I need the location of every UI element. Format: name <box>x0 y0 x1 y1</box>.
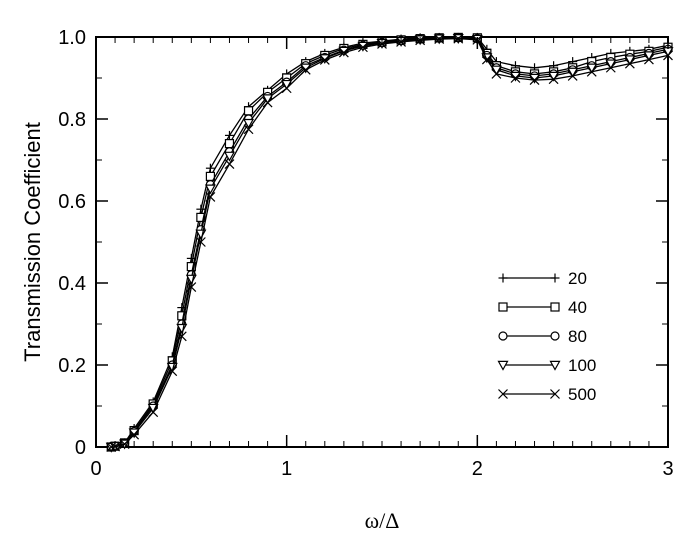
legend-marker <box>498 389 508 399</box>
legend-marker <box>497 360 509 371</box>
data-point-100 <box>643 51 655 62</box>
legend-entry-20: 20 <box>498 269 587 288</box>
legend-marker <box>498 302 508 312</box>
legend-marker <box>498 331 508 341</box>
data-point-500 <box>205 191 216 202</box>
data-point-500 <box>586 66 597 77</box>
legend-entry-40: 40 <box>498 298 587 317</box>
legend-marker <box>550 302 560 312</box>
data-point-500 <box>319 55 330 65</box>
data-point-500 <box>377 39 387 49</box>
data-point-500 <box>224 159 235 170</box>
x-tick-label: 0 <box>90 458 101 480</box>
x-axis-label: ω/Δ <box>365 508 400 533</box>
series-500 <box>106 33 673 452</box>
data-point-100 <box>605 59 617 70</box>
data-point-40 <box>243 106 254 116</box>
data-point-500 <box>167 366 178 377</box>
y-tick-label: 0.6 <box>58 191 86 213</box>
y-tick-label: 1.0 <box>58 27 86 49</box>
data-point-100 <box>567 67 579 78</box>
x-tick-label: 2 <box>472 458 483 480</box>
legend-marker <box>549 360 561 371</box>
legend: 20 40 80 100 500 <box>497 269 596 404</box>
y-axis-label: Transmission Coefficient <box>20 122 45 362</box>
data-point-100 <box>166 362 178 373</box>
data-point-100 <box>223 151 235 162</box>
data-point-500 <box>195 237 206 247</box>
data-point-500 <box>605 62 616 73</box>
data-point-500 <box>186 282 197 293</box>
legend-label: 20 <box>568 269 587 288</box>
data-point-500 <box>644 54 654 65</box>
legend-entry-500: 500 <box>498 385 596 404</box>
data-point-100 <box>586 63 598 74</box>
legend-label: 100 <box>568 356 596 375</box>
data-point-500 <box>300 64 311 75</box>
data-point-500 <box>243 124 254 135</box>
data-point-500 <box>338 47 349 58</box>
data-point-500 <box>106 442 117 452</box>
y-tick-label: 0 <box>75 437 86 459</box>
data-point-500 <box>262 97 273 108</box>
data-point-100 <box>204 184 216 195</box>
legend-label: 40 <box>568 298 587 317</box>
x-tick-label: 3 <box>662 458 673 480</box>
data-point-500 <box>119 439 130 450</box>
legend-marker <box>550 389 560 399</box>
data-point-500 <box>129 429 140 440</box>
tick-layer: 0 1 2 3 0 0.2 0.4 0.6 0.8 1.0 <box>58 27 673 480</box>
data-point-500 <box>358 42 368 53</box>
series-layer <box>105 32 674 453</box>
data-point-20 <box>224 130 234 140</box>
data-point-500 <box>176 331 187 342</box>
y-tick-label: 0.4 <box>58 273 86 295</box>
legend-marker <box>498 273 508 283</box>
data-point-500 <box>529 75 540 85</box>
data-point-500 <box>281 83 292 94</box>
data-point-100 <box>624 55 636 66</box>
data-point-100 <box>262 94 274 105</box>
legend-label: 80 <box>568 327 587 346</box>
data-point-500 <box>148 407 159 418</box>
data-point-500 <box>624 58 635 69</box>
data-point-100 <box>243 118 255 129</box>
data-point-500 <box>491 68 502 79</box>
data-point-500 <box>567 71 578 81</box>
data-point-20 <box>205 163 215 173</box>
data-point-500 <box>548 74 559 85</box>
legend-label: 500 <box>568 385 596 404</box>
legend-entry-100: 100 <box>497 356 596 375</box>
data-point-100 <box>281 79 293 90</box>
y-tick-label: 0.8 <box>58 109 86 131</box>
legend-marker <box>550 331 560 341</box>
legend-marker <box>550 273 560 283</box>
data-point-20 <box>196 204 206 214</box>
x-tick-label: 1 <box>281 458 292 480</box>
legend-entry-80: 80 <box>498 327 587 346</box>
y-tick-label: 0.2 <box>58 355 86 377</box>
data-point-500 <box>663 50 673 61</box>
data-point-500 <box>481 54 492 65</box>
data-point-500 <box>510 73 521 83</box>
